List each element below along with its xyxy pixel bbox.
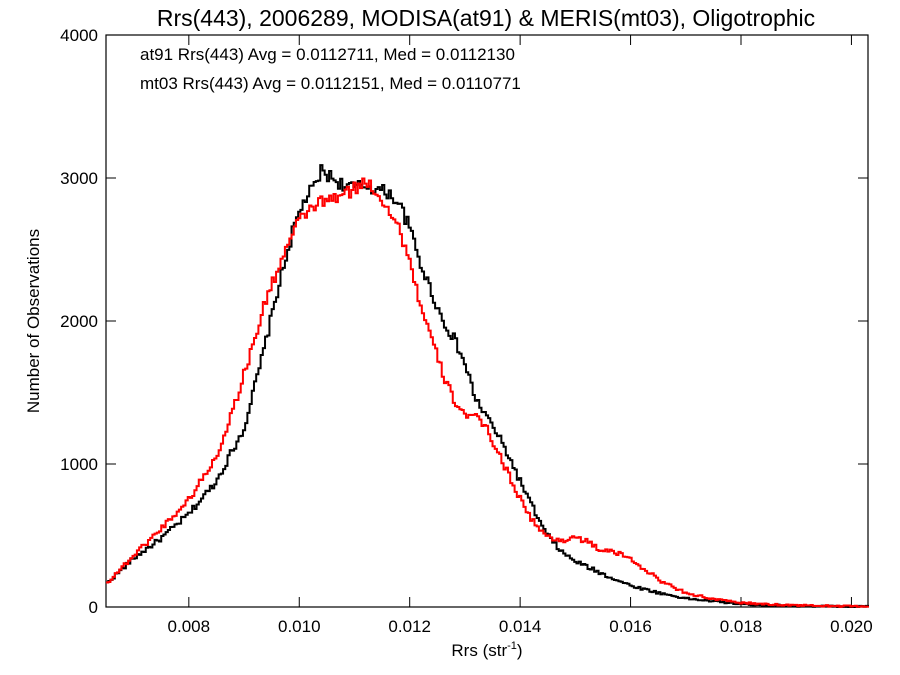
annotation-mt03-stats: mt03 Rrs(443) Avg = 0.0112151, Med = 0.0… xyxy=(140,74,521,93)
y-axis-ticks: 0 1000 2000 3000 4000 xyxy=(60,26,868,617)
x-tick-label: 0.014 xyxy=(499,617,542,636)
x-tick-label: 0.018 xyxy=(720,617,763,636)
chart-title: Rrs(443), 2006289, MODISA(at91) & MERIS(… xyxy=(157,5,815,31)
x-tick-label: 0.012 xyxy=(388,617,431,636)
x-tick-label: 0.008 xyxy=(168,617,211,636)
series-mt03-line xyxy=(106,177,869,608)
x-tick-label: 0.020 xyxy=(830,617,873,636)
y-tick-label: 0 xyxy=(89,598,98,617)
x-axis-title-main: Rrs (str xyxy=(451,641,507,660)
x-axis-title-close: ) xyxy=(517,641,523,660)
annotation-at91-stats: at91 Rrs(443) Avg = 0.0112711, Med = 0.0… xyxy=(140,45,515,64)
y-tick-label: 1000 xyxy=(60,455,98,474)
series-layer xyxy=(106,164,869,608)
x-axis-title-superscript: -1 xyxy=(507,640,517,652)
y-tick-label: 3000 xyxy=(60,169,98,188)
x-axis-ticks: 0.008 0.010 0.012 0.014 0.016 0.018 0.020 xyxy=(168,35,873,636)
series-at91-line xyxy=(106,164,869,608)
y-axis-title: Number of Observations xyxy=(24,229,43,413)
x-axis-title: Rrs (str-1) xyxy=(451,640,522,660)
x-tick-label: 0.016 xyxy=(609,617,652,636)
y-tick-label: 4000 xyxy=(60,26,98,45)
x-tick-label: 0.010 xyxy=(278,617,321,636)
y-tick-label: 2000 xyxy=(60,312,98,331)
plot-frame xyxy=(105,34,869,608)
